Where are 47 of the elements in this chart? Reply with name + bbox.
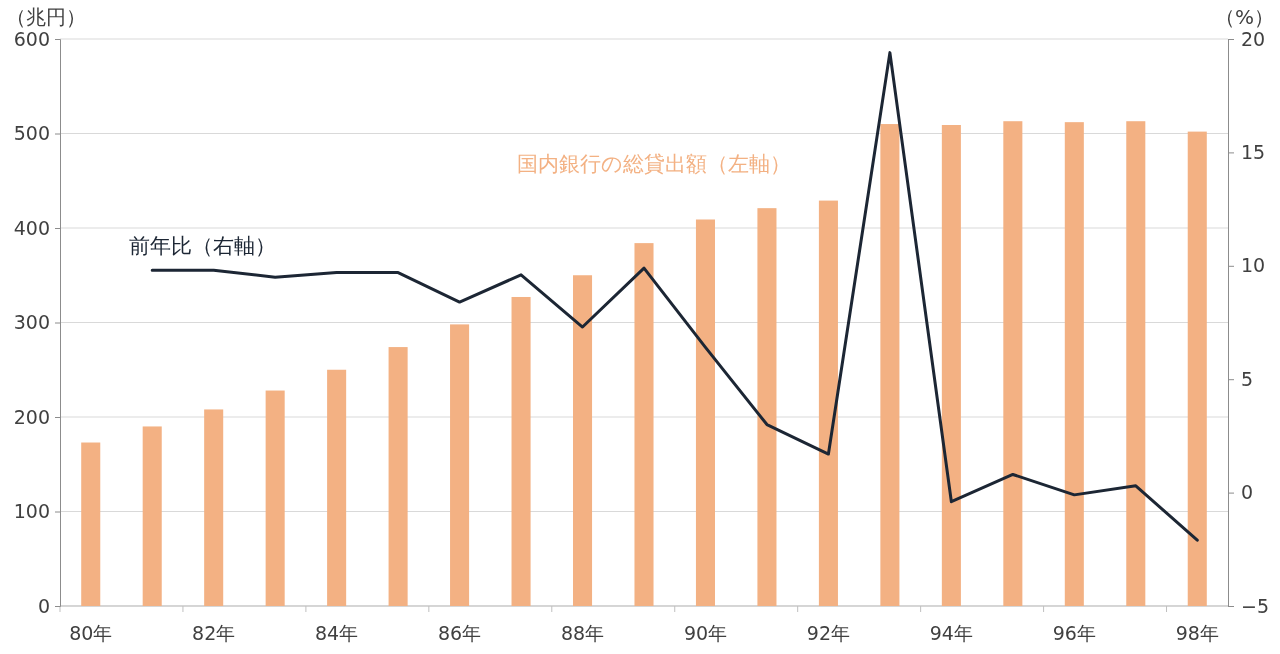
x-tick-label: 86年 <box>437 622 482 644</box>
y-tick-label: 500 <box>13 122 50 145</box>
y-axis-title: （兆円） <box>6 5 86 29</box>
x-tick-label: 88年 <box>560 622 605 644</box>
bar <box>1003 121 1023 606</box>
bar <box>327 369 347 606</box>
y-tick-label: 400 <box>13 216 50 239</box>
bar <box>880 124 900 606</box>
bar <box>941 125 961 606</box>
x-tick-label: 84年 <box>315 622 359 644</box>
bar <box>1187 131 1207 606</box>
bar <box>204 409 224 606</box>
bar <box>81 442 101 606</box>
y-tick-label: 0 <box>37 594 50 617</box>
bar <box>388 347 408 606</box>
bar <box>1126 121 1146 606</box>
x-tick-label: 80年 <box>69 622 113 644</box>
x-tick-label: 92年 <box>806 622 851 644</box>
y-tick-label: 200 <box>13 405 50 428</box>
bar <box>142 426 162 606</box>
bar <box>634 243 654 606</box>
bar <box>450 324 470 606</box>
y2-tick-label: 15 <box>1241 140 1266 163</box>
bar <box>1064 122 1084 606</box>
y2-tick-label: 0 <box>1241 481 1254 504</box>
bar <box>818 200 838 606</box>
y2-axis-title: （%） <box>1214 5 1274 29</box>
y2-tick-label: −5 <box>1241 594 1270 617</box>
bar <box>695 219 715 606</box>
line-series <box>150 51 1199 542</box>
bar <box>511 296 531 606</box>
y-tick-label: 100 <box>13 500 50 523</box>
x-tick-label: 98年 <box>1175 622 1219 644</box>
x-tick-label: 90年 <box>683 622 728 644</box>
bar <box>265 390 285 606</box>
y2-tick-label: 5 <box>1241 367 1254 390</box>
x-tick-label: 82年 <box>192 622 236 644</box>
series-label: 国内銀行の総貸出額（左軸） <box>517 152 792 177</box>
y2-tick-label: 20 <box>1241 27 1266 50</box>
series-label: 前年比（右軸） <box>129 234 277 259</box>
bar <box>757 208 777 606</box>
x-tick-label: 96年 <box>1052 622 1096 644</box>
x-tick-label: 94年 <box>929 622 973 644</box>
y2-tick-label: 10 <box>1241 254 1266 277</box>
bar <box>573 275 593 606</box>
y-tick-label: 300 <box>13 311 50 334</box>
y-tick-label: 600 <box>13 27 50 50</box>
